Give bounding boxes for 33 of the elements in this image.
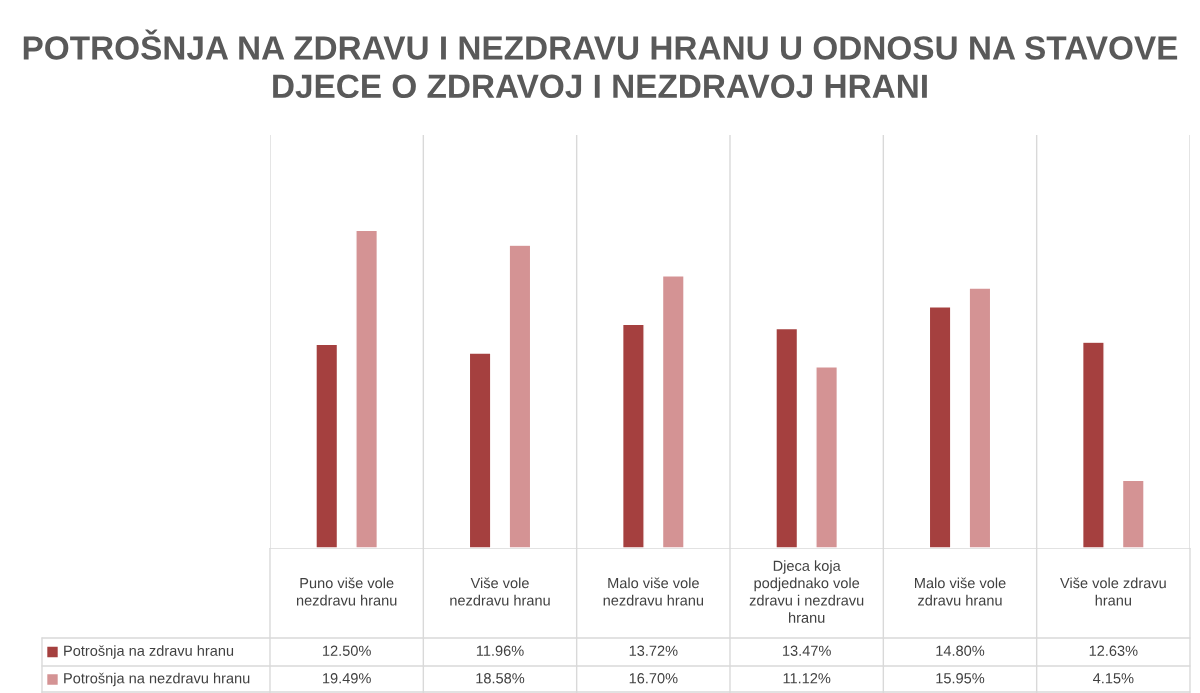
bar xyxy=(815,366,839,548)
bar xyxy=(968,287,992,548)
data-label: 11.96% xyxy=(476,645,524,656)
data-label: 11.12% xyxy=(783,673,831,684)
x-tick-label: Više vole zdravu hranu xyxy=(1060,577,1166,606)
x-tick-label: Djeca koja podjednako vole zdravu i nezdravu hranu xyxy=(749,560,864,623)
data-label: 18.58% xyxy=(476,673,525,684)
data-label: 16.70% xyxy=(629,673,678,684)
data-label: 13.47% xyxy=(783,645,831,656)
data-label: 14.80% xyxy=(936,645,985,656)
data-label: 15.95% xyxy=(936,673,985,684)
bar xyxy=(355,229,379,548)
data-label: 12.50% xyxy=(323,645,371,656)
chart-title: POTROŠNJA NA ZDRAVU I NEZDRAVU HRANU U ODNOSU NA STAVOVE DJECE O ZDRAVOJ I NEZDRAVOJ HRANI xyxy=(23,29,1178,99)
bar xyxy=(775,327,799,548)
data-label: 12.63% xyxy=(1089,645,1138,656)
bar xyxy=(508,244,532,548)
bar xyxy=(468,352,492,548)
legend-label: Potrošnja na nezdravu hranu xyxy=(64,672,250,687)
x-tick-label: Malo više vole zdravu hranu xyxy=(915,577,1006,606)
bar xyxy=(1081,341,1105,548)
data-label: 19.49% xyxy=(323,673,371,684)
legend-label: Potrošnja na zdravu hranu xyxy=(64,645,234,659)
bar xyxy=(928,306,952,548)
x-tick-label: Puno više vole nezdravu hranu xyxy=(296,577,397,606)
bar xyxy=(621,323,645,548)
bar xyxy=(661,275,685,548)
data-label: 4.15% xyxy=(1092,673,1134,684)
x-tick-label: Više vole nezdravu hranu xyxy=(450,577,550,606)
data-label: 13.72% xyxy=(629,645,678,656)
x-tick-label: Malo više vole nezdravu hranu xyxy=(603,577,704,606)
bar xyxy=(1121,479,1145,548)
bar xyxy=(315,343,339,548)
